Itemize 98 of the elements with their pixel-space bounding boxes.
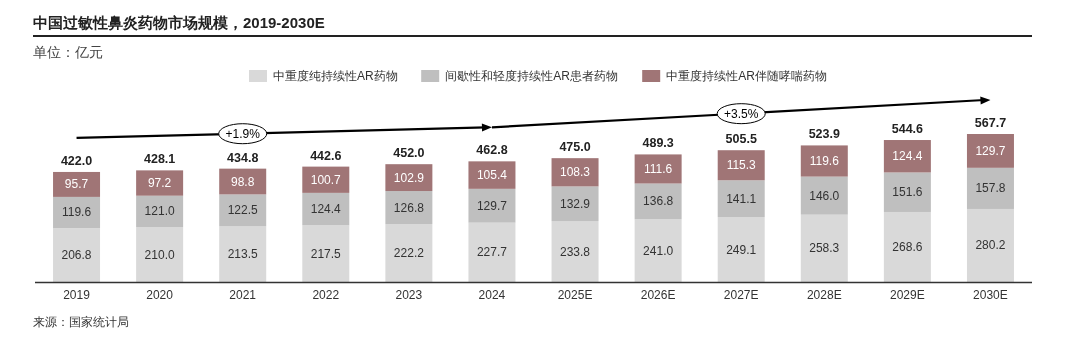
total-label: 434.8 [227, 150, 259, 165]
total-label: 428.1 [143, 152, 176, 167]
bar [551, 221, 599, 282]
chart-subtitle: 单位：亿元 [33, 44, 103, 60]
x-tick-label: 2027E [723, 288, 759, 302]
data-label: 122.5 [227, 203, 259, 218]
data-label: 129.7 [975, 143, 1006, 158]
data-label: 124.4 [310, 202, 342, 217]
bar [883, 172, 931, 212]
bar [800, 176, 848, 215]
data-label: 206.8 [61, 248, 92, 263]
x-tick-label: 2024 [478, 288, 506, 302]
bar [468, 222, 516, 282]
bar [136, 170, 184, 196]
x-tick-label: 2025E [557, 288, 593, 302]
data-label: 157.8 [975, 181, 1006, 196]
data-label: 119.6 [809, 154, 840, 169]
legend-label: 间歇性和轻度持续性AR患者药物 [445, 69, 618, 83]
x-tick-label: 2022 [312, 288, 340, 302]
data-label: 227.7 [476, 245, 508, 260]
data-label: 249.1 [726, 242, 757, 257]
bar [883, 140, 931, 173]
data-label: 151.6 [892, 185, 923, 200]
total-label: 475.0 [559, 140, 591, 155]
data-label: 100.7 [310, 172, 342, 187]
data-label: 217.5 [310, 246, 342, 261]
data-label: 111.6 [644, 161, 673, 176]
data-label: 121.0 [144, 204, 175, 219]
data-label: 98.8 [231, 174, 255, 189]
x-tick-label: 2019 [63, 288, 91, 302]
data-label: 146.0 [809, 188, 840, 203]
bar [385, 191, 433, 225]
text: +3.5% [724, 106, 759, 121]
data-label: 97.2 [147, 176, 172, 191]
bar [219, 226, 267, 282]
data-label: 241.0 [643, 243, 674, 258]
bar [219, 194, 267, 227]
bar [53, 228, 101, 282]
x-tick-label: 2029E [890, 288, 925, 302]
x-tick-label: 2028E [806, 288, 842, 302]
total-label: 505.5 [725, 132, 757, 147]
bar [385, 224, 433, 282]
bar [468, 161, 516, 189]
data-label: 280.2 [975, 238, 1006, 253]
bar [800, 145, 848, 177]
annotation: +1.9% [225, 126, 261, 141]
data-label: 213.5 [227, 247, 259, 262]
bar [966, 167, 1014, 209]
data-label: 124.4 [892, 149, 923, 164]
bar [551, 186, 599, 222]
data-label: 136.8 [643, 194, 674, 209]
bar [800, 214, 848, 282]
data-label: 108.3 [560, 165, 591, 180]
bar [717, 217, 765, 282]
bar [966, 208, 1014, 282]
legend-label: 中重度持续性AR伴随哮喘药物 [666, 69, 827, 83]
data-label: 119.6 [61, 205, 92, 220]
total-label: 422.0 [60, 153, 93, 168]
x-tick-label: 2021 [229, 288, 257, 302]
total-label: 489.3 [642, 136, 674, 151]
bar [136, 227, 184, 282]
data-label: 95.7 [64, 177, 89, 192]
chart-title: 中国过敏性鼻炎药物市场规模，2019-2030E [33, 13, 325, 31]
bar [883, 211, 931, 282]
data-label: 105.4 [476, 168, 508, 183]
total-label: 452.0 [393, 146, 425, 161]
total-label: 544.6 [891, 122, 924, 137]
bar [717, 180, 765, 218]
bar [966, 134, 1014, 168]
data-label: 222.2 [393, 246, 425, 261]
data-label: 132.9 [560, 196, 591, 211]
x-tick-label: 2026E [640, 288, 676, 302]
source-note: 来源：国家统计局 [33, 315, 129, 329]
data-label: 115.3 [726, 158, 757, 173]
data-label: 141.1 [726, 191, 757, 206]
data-label: 210.0 [144, 247, 175, 262]
bar [53, 196, 101, 229]
bar [468, 188, 516, 223]
data-label: 233.8 [560, 244, 591, 259]
data-label: 268.6 [892, 239, 923, 254]
x-tick-label: 2030E [973, 288, 1008, 302]
bar [302, 225, 350, 282]
total-label: 567.7 [974, 116, 1007, 130]
total-label: 462.8 [476, 143, 508, 158]
data-label: 126.8 [393, 200, 425, 215]
data-label: 258.3 [809, 241, 840, 256]
bar [634, 219, 682, 282]
bar [302, 192, 350, 226]
bar [717, 150, 765, 181]
data-label: 129.7 [476, 198, 508, 213]
x-tick-label: 2023 [395, 288, 423, 302]
total-label: 523.9 [808, 127, 840, 142]
bar [53, 171, 101, 197]
x-tick-label: 2020 [146, 288, 174, 302]
data-label: 102.9 [393, 170, 425, 185]
total-label: 442.6 [310, 148, 342, 163]
legend-label: 中重度纯持续性AR药物 [273, 69, 398, 83]
bar [634, 154, 682, 184]
